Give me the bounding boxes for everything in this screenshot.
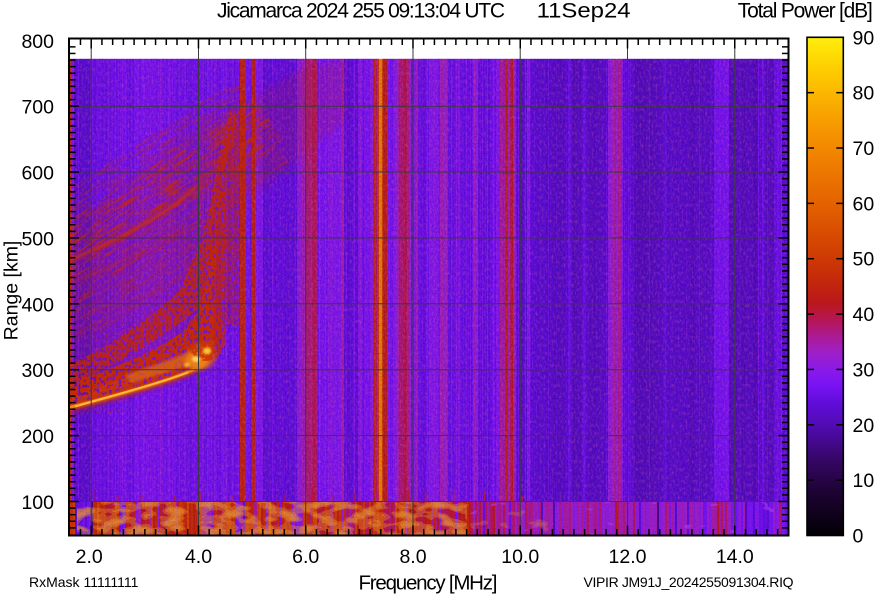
svg-text:50: 50 (853, 249, 874, 271)
svg-text:Frequency [MHz]: Frequency [MHz] (359, 572, 498, 595)
svg-text:4.0: 4.0 (185, 546, 212, 568)
svg-text:Jicamarca 2024 255 09:13:04 UT: Jicamarca 2024 255 09:13:04 UTC (217, 0, 505, 23)
svg-text:6.0: 6.0 (292, 546, 319, 568)
svg-text:8.0: 8.0 (399, 546, 426, 568)
svg-text:600: 600 (21, 163, 54, 185)
svg-text:VIPIR JM91J_2024255091304.RIQ: VIPIR JM91J_2024255091304.RIQ (584, 574, 794, 590)
svg-text:80: 80 (853, 83, 874, 105)
svg-text:Total Power [dB]: Total Power [dB] (738, 0, 873, 23)
svg-text:11Sep24: 11Sep24 (537, 0, 631, 23)
svg-text:2.0: 2.0 (76, 546, 103, 568)
svg-text:40: 40 (853, 304, 874, 326)
svg-text:800: 800 (21, 31, 54, 53)
svg-text:Range [km]: Range [km] (1, 241, 23, 341)
svg-text:70: 70 (853, 138, 874, 160)
svg-text:RxMask 11111111: RxMask 11111111 (29, 574, 139, 590)
svg-text:12.0: 12.0 (609, 546, 647, 568)
svg-text:500: 500 (21, 228, 54, 250)
svg-text:90: 90 (853, 27, 874, 49)
svg-text:400: 400 (21, 294, 54, 316)
svg-text:20: 20 (853, 415, 874, 437)
svg-text:10.0: 10.0 (501, 546, 539, 568)
svg-text:200: 200 (21, 426, 54, 448)
svg-text:30: 30 (853, 359, 874, 381)
svg-text:10: 10 (853, 470, 874, 492)
svg-text:300: 300 (21, 360, 54, 382)
svg-text:60: 60 (853, 193, 874, 215)
svg-text:14.0: 14.0 (716, 546, 754, 568)
svg-text:100: 100 (21, 492, 54, 514)
svg-text:0: 0 (853, 526, 864, 548)
svg-text:700: 700 (21, 97, 54, 119)
